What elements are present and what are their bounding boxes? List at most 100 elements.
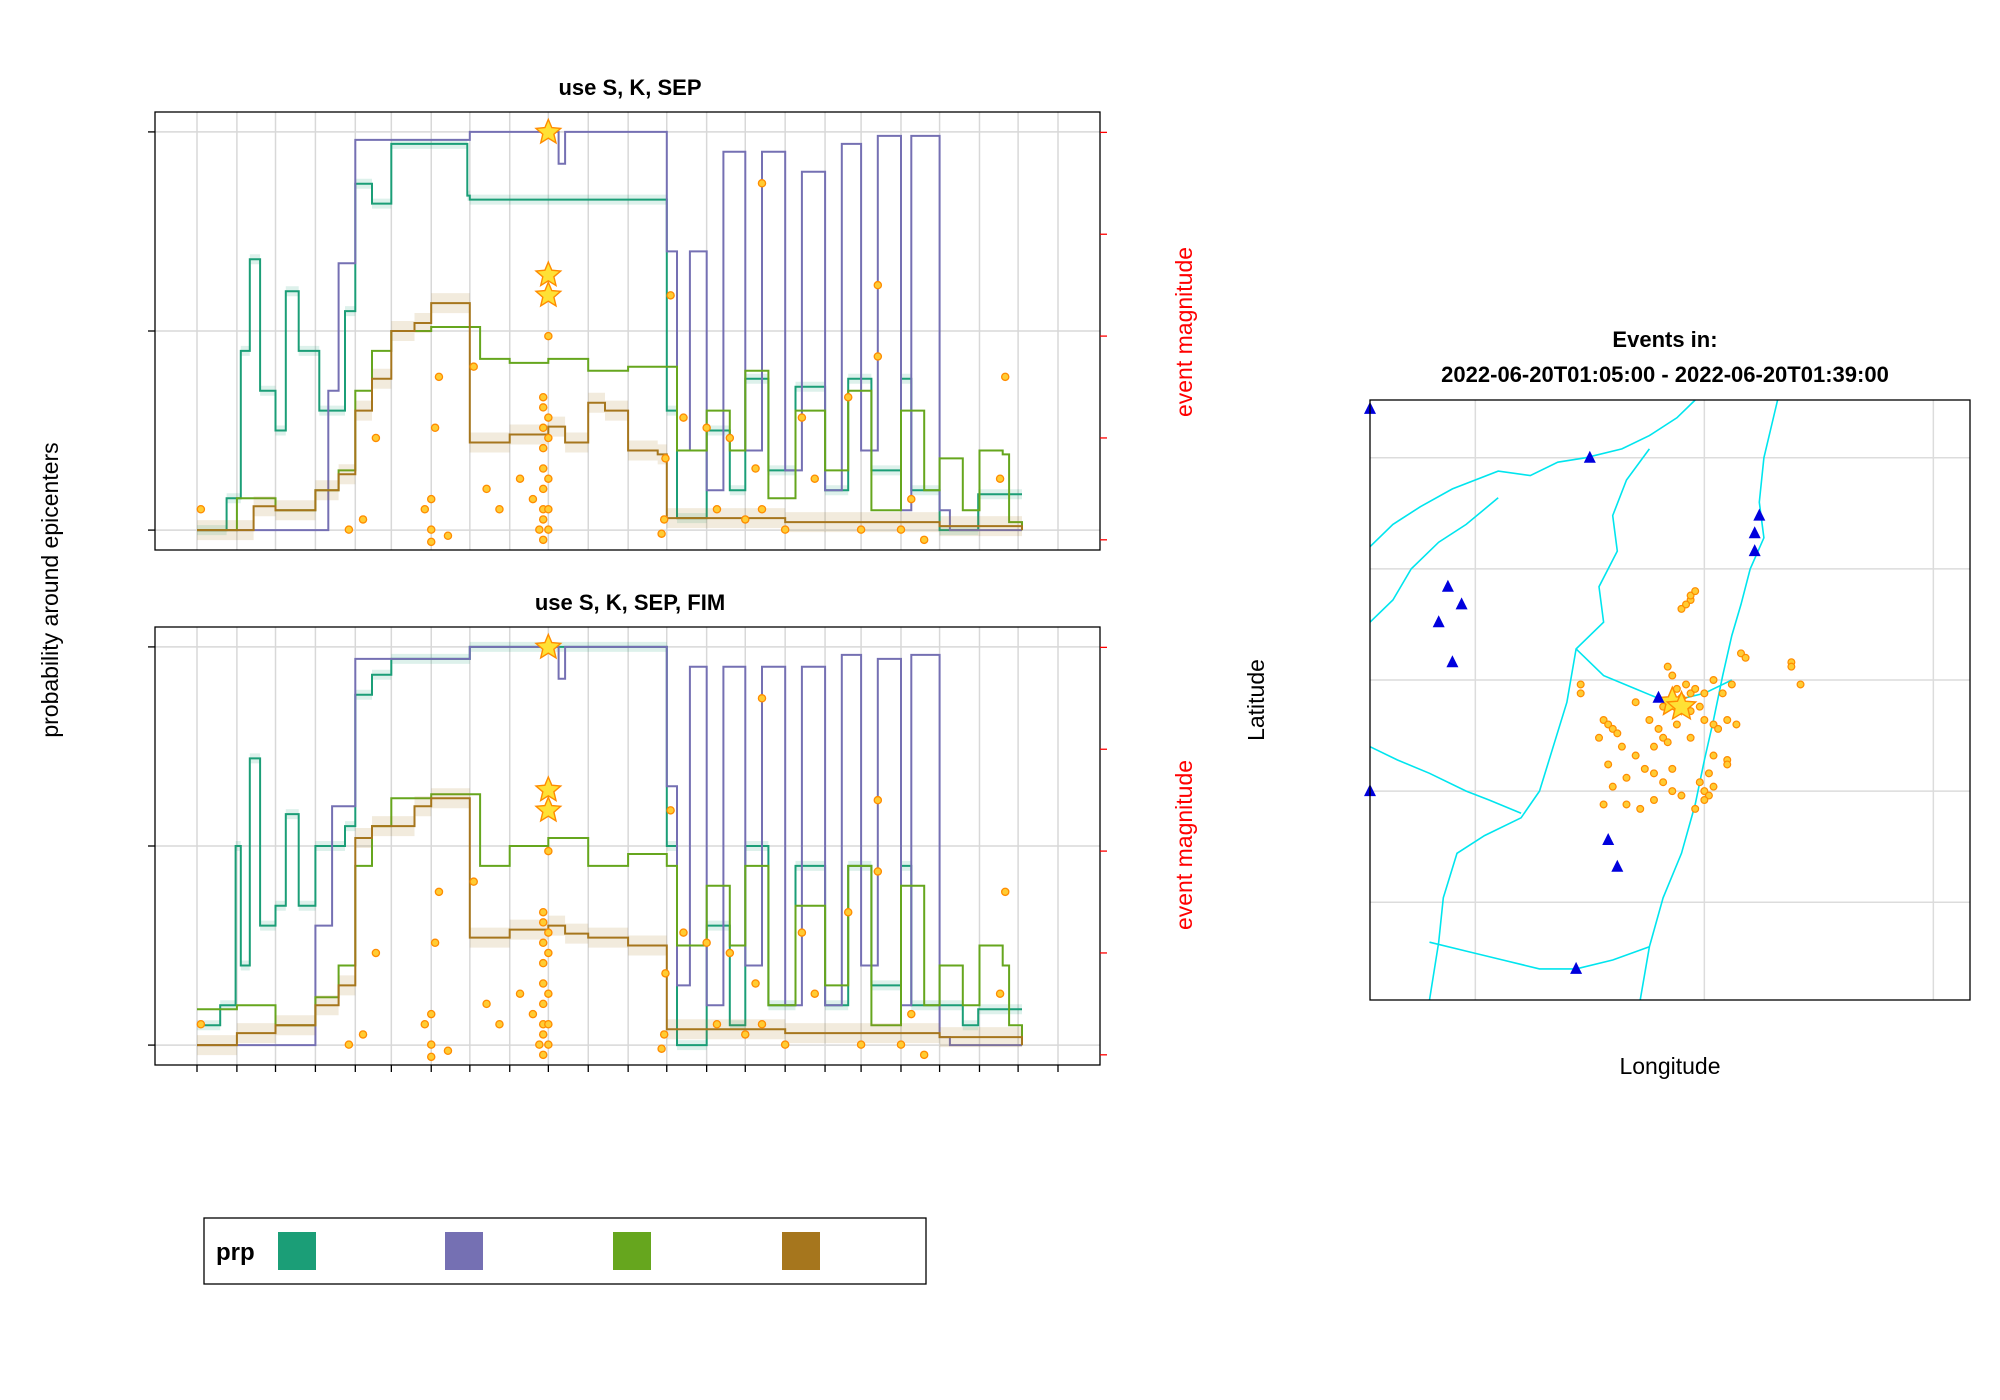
event-point (538, 464, 548, 473)
map-event-point (1599, 800, 1608, 809)
event-point (538, 1050, 548, 1060)
bottom-panel-date-ticks (196, 1065, 1059, 1072)
event-point (659, 1030, 669, 1039)
map-event-point (1622, 800, 1631, 809)
band-ulf_b (197, 788, 1022, 1056)
major-event-star (534, 632, 563, 660)
map-event-point (1709, 751, 1718, 760)
event-point (725, 948, 735, 958)
event-point (873, 795, 883, 805)
event-point (919, 535, 929, 545)
event-point (482, 484, 491, 494)
map-event-point (1663, 738, 1672, 747)
bottom-timeseries-panel: use S, K, SEP, FIM (148, 590, 1107, 1072)
event-point (1000, 372, 1010, 382)
station-marker (1748, 544, 1761, 557)
station-marker (1432, 615, 1445, 628)
event-point (544, 474, 553, 483)
event-point (544, 846, 553, 856)
series-line-ulf_b (197, 302, 1023, 532)
event-point (426, 1040, 436, 1049)
map-y-axis-label: Latitude (1243, 659, 1269, 741)
map-event-point (1700, 689, 1709, 698)
event-point (482, 999, 491, 1009)
map-event-point (1691, 804, 1700, 813)
legend-swatch-ulf_a (613, 1232, 651, 1270)
event-point (679, 413, 688, 422)
event-point (810, 989, 820, 998)
bottom-panel-right-ticks (1100, 646, 1107, 1056)
event-point (896, 525, 906, 534)
event-point (896, 1040, 906, 1049)
event-point (702, 423, 711, 433)
map-event-point (1704, 769, 1713, 778)
legend-swatch-bp_35 (278, 1232, 316, 1270)
county-boundary-line (1369, 745, 1522, 815)
map-event-point (1576, 680, 1585, 689)
event-point (544, 525, 553, 534)
county-boundary-line (1575, 648, 1733, 704)
event-point (426, 537, 436, 547)
county-boundary-line (1369, 399, 1696, 548)
event-point (469, 362, 478, 371)
event-point (538, 958, 548, 968)
event-point (430, 938, 440, 948)
event-point (544, 928, 553, 937)
event-point (679, 928, 688, 937)
series-line-ulf_a (197, 793, 1023, 1046)
event-point (430, 423, 440, 433)
event-point (751, 464, 760, 473)
map-event-point (1645, 715, 1654, 724)
station-marker (1570, 961, 1583, 974)
map-event-point (1659, 778, 1668, 787)
event-point (538, 423, 548, 433)
event-point (535, 525, 544, 534)
event-point (544, 433, 553, 443)
map-title-line-2: 2022-06-20T01:05:00 - 2022-06-20T01:39:0… (1441, 362, 1889, 387)
event-point (843, 392, 853, 402)
map-panel: Events in: 2022-06-20T01:05:00 - 2022-06… (1243, 327, 1971, 1079)
station-marker (1583, 450, 1596, 463)
event-point (751, 979, 760, 988)
event-point (780, 525, 790, 534)
map-event-point (1677, 791, 1686, 800)
station-marker (1748, 526, 1761, 539)
map-event-point (1695, 778, 1704, 787)
map-event-point (1649, 769, 1658, 778)
event-point (443, 1046, 453, 1055)
map-event-point (1691, 587, 1700, 596)
map-event-point (1695, 702, 1704, 711)
event-point (538, 403, 548, 412)
series-line-bp_40 (197, 645, 1022, 1047)
station-marker (1602, 833, 1615, 845)
event-point (426, 494, 436, 504)
event-point (873, 280, 883, 290)
event-point (535, 1040, 544, 1049)
event-point (426, 1052, 436, 1062)
event-point (515, 989, 525, 998)
event-point (371, 433, 381, 443)
event-point (528, 1009, 538, 1019)
series-line-ulf_b (197, 797, 1023, 1047)
event-point (659, 515, 669, 524)
map-event-point (1709, 675, 1718, 684)
event-point (515, 474, 525, 483)
event-point (538, 979, 548, 988)
event-point (757, 694, 767, 703)
event-point (843, 907, 853, 917)
map-event-point (1714, 724, 1723, 733)
station-marker (1446, 655, 1459, 668)
map-event-point (1631, 698, 1640, 707)
event-point (544, 1040, 553, 1049)
event-point (196, 1020, 206, 1029)
event-point (495, 505, 504, 514)
event-point (544, 948, 553, 958)
event-point (873, 352, 883, 361)
map-event-point (1691, 684, 1700, 693)
event-point (856, 1040, 866, 1049)
event-point (443, 531, 453, 540)
band-ulf_b (197, 293, 1022, 541)
event-point (666, 291, 675, 300)
county-boundary-line (1429, 941, 1650, 970)
